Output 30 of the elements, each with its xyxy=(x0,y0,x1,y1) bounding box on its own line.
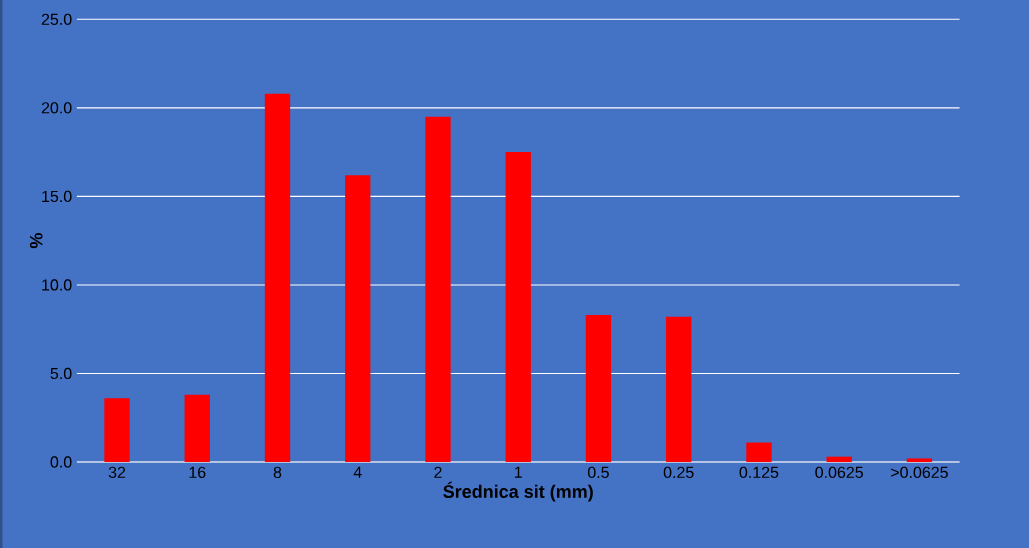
bar xyxy=(906,458,933,462)
x-tick-label: 0.5 xyxy=(587,466,609,479)
y-tick-label: 15.0 xyxy=(42,190,72,203)
bar xyxy=(505,152,531,462)
y-tick-label: 5.0 xyxy=(50,367,72,380)
bar xyxy=(264,93,291,462)
y-tick-label: 10.0 xyxy=(42,279,72,291)
x-tick-label: 0.25 xyxy=(663,466,694,479)
y-tick-label: 25.0 xyxy=(41,13,72,25)
bar xyxy=(666,316,692,462)
x-tick-label: 0.0625 xyxy=(815,466,863,479)
bar xyxy=(425,116,451,462)
bar xyxy=(585,315,612,462)
x-tick-label: 1 xyxy=(514,466,522,478)
x-tick-label: 0.125 xyxy=(739,466,779,479)
y-tick-label: 20.0 xyxy=(41,102,72,114)
bar xyxy=(746,442,772,462)
y-axis-title: % xyxy=(29,233,43,249)
x-tick-label: 4 xyxy=(353,466,362,478)
x-tick-label: >0.0625 xyxy=(891,466,948,479)
bar xyxy=(104,398,130,462)
bar xyxy=(826,456,852,462)
x-tick-label: 2 xyxy=(434,466,442,478)
x-axis-title: Średnica sit (mm) xyxy=(443,481,593,502)
bar xyxy=(184,394,210,462)
x-tick-label: 16 xyxy=(189,466,206,479)
x-tick-label: 8 xyxy=(273,466,282,479)
y-tick-label: 0.0 xyxy=(50,456,72,468)
bar xyxy=(345,175,371,462)
x-tick-label: 32 xyxy=(108,466,126,479)
